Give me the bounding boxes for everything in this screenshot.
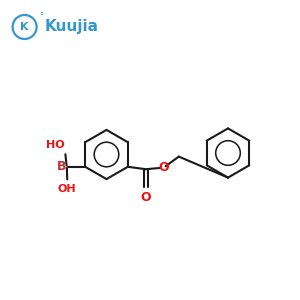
Text: Kuujia: Kuujia [44, 20, 98, 34]
Text: OH: OH [58, 184, 76, 194]
Text: °: ° [40, 12, 44, 21]
Text: O: O [140, 191, 151, 204]
Text: K: K [20, 22, 29, 32]
Text: O: O [158, 161, 169, 174]
Text: HO: HO [46, 140, 65, 150]
Text: B: B [57, 160, 66, 173]
